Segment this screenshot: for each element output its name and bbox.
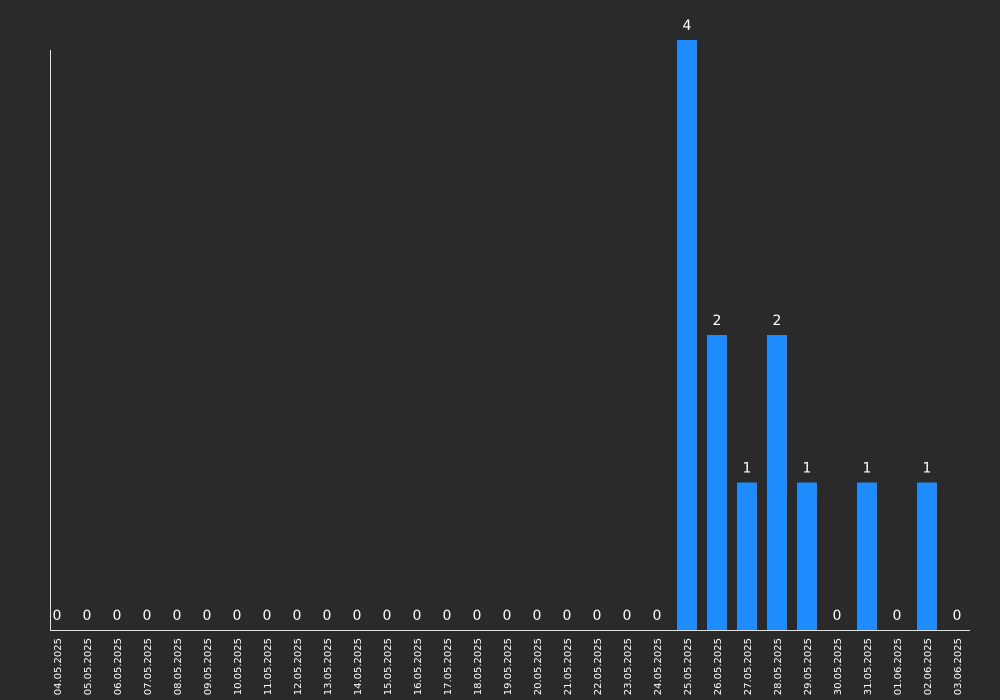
bar-28.05.2025	[767, 335, 787, 630]
data-label-24.05.2025: 0	[653, 608, 662, 624]
bar-25.05.2025	[677, 40, 697, 630]
bar-27.05.2025	[737, 482, 757, 630]
x-tick-label-14.05.2025: 14.05.2025	[353, 638, 364, 695]
bar-31.05.2025	[857, 482, 877, 630]
x-tick-label-26.05.2025: 26.05.2025	[713, 638, 724, 695]
data-label-27.05.2025: 1	[743, 461, 752, 477]
x-tick-label-28.05.2025: 28.05.2025	[773, 638, 784, 695]
data-label-06.05.2025: 0	[113, 608, 122, 624]
x-tick-label-15.05.2025: 15.05.2025	[383, 638, 394, 695]
data-label-11.05.2025: 0	[263, 608, 272, 624]
x-tick-label-20.05.2025: 20.05.2025	[533, 638, 544, 695]
x-tick-label-29.05.2025: 29.05.2025	[803, 638, 814, 695]
data-label-31.05.2025: 1	[863, 461, 872, 477]
data-label-15.05.2025: 0	[383, 608, 392, 624]
x-tick-label-09.05.2025: 09.05.2025	[203, 638, 214, 695]
data-label-21.05.2025: 0	[563, 608, 572, 624]
data-label-16.05.2025: 0	[413, 608, 422, 624]
data-label-01.06.2025: 0	[893, 608, 902, 624]
x-tick-label-24.05.2025: 24.05.2025	[653, 638, 664, 695]
x-tick-label-25.05.2025: 25.05.2025	[683, 638, 694, 695]
data-label-18.05.2025: 0	[473, 608, 482, 624]
x-tick-label-01.06.2025: 01.06.2025	[893, 638, 904, 695]
data-label-23.05.2025: 0	[623, 608, 632, 624]
x-tick-label-03.06.2025: 03.06.2025	[953, 638, 964, 695]
data-label-26.05.2025: 2	[713, 313, 722, 329]
data-label-25.05.2025: 4	[683, 18, 692, 34]
x-tick-label-13.05.2025: 13.05.2025	[323, 638, 334, 695]
x-tick-label-18.05.2025: 18.05.2025	[473, 638, 484, 695]
x-tick-label-21.05.2025: 21.05.2025	[563, 638, 574, 695]
data-label-10.05.2025: 0	[233, 608, 242, 624]
data-label-02.06.2025: 1	[923, 461, 932, 477]
x-tick-label-07.05.2025: 07.05.2025	[143, 638, 154, 695]
data-label-03.06.2025: 0	[953, 608, 962, 624]
data-label-30.05.2025: 0	[833, 608, 842, 624]
bar-29.05.2025	[797, 482, 817, 630]
data-label-07.05.2025: 0	[143, 608, 152, 624]
x-tick-labels-group: 04.05.2025 05.05.2025 06.05.2025 07.05.2025…	[53, 638, 964, 695]
data-label-17.05.2025: 0	[443, 608, 452, 624]
x-tick-label-08.05.2025: 08.05.2025	[173, 638, 184, 695]
data-label-14.05.2025: 0	[353, 608, 362, 624]
data-label-05.05.2025: 0	[83, 608, 92, 624]
data-label-04.05.2025: 0	[53, 608, 62, 624]
x-tick-label-31.05.2025: 31.05.2025	[863, 638, 874, 695]
data-label-22.05.2025: 0	[593, 608, 602, 624]
data-label-28.05.2025: 2	[773, 313, 782, 329]
bars-group	[677, 40, 937, 630]
data-label-19.05.2025: 0	[503, 608, 512, 624]
data-label-20.05.2025: 0	[533, 608, 542, 624]
data-label-13.05.2025: 0	[323, 608, 332, 624]
x-tick-label-11.05.2025: 11.05.2025	[263, 638, 274, 695]
x-tick-label-16.05.2025: 16.05.2025	[413, 638, 424, 695]
x-tick-label-12.05.2025: 12.05.2025	[293, 638, 304, 695]
x-tick-label-27.05.2025: 27.05.2025	[743, 638, 754, 695]
data-label-08.05.2025: 0	[173, 608, 182, 624]
value-labels-group: 0 0 0 0 0 0 0 0 0 0 0 0 0 0 0 0 0 0 0 0 0 4 2 1 2 1 0 1 0 1 0	[53, 18, 962, 624]
x-tick-label-04.05.2025: 04.05.2025	[53, 638, 64, 695]
data-label-09.05.2025: 0	[203, 608, 212, 624]
x-tick-label-06.05.2025: 06.05.2025	[113, 638, 124, 695]
x-tick-label-23.05.2025: 23.05.2025	[623, 638, 634, 695]
x-tick-label-19.05.2025: 19.05.2025	[503, 638, 514, 695]
x-tick-label-17.05.2025: 17.05.2025	[443, 638, 454, 695]
data-label-12.05.2025: 0	[293, 608, 302, 624]
bar-26.05.2025	[707, 335, 727, 630]
x-tick-label-10.05.2025: 10.05.2025	[233, 638, 244, 695]
x-tick-label-30.05.2025: 30.05.2025	[833, 638, 844, 695]
data-label-29.05.2025: 1	[803, 461, 812, 477]
x-tick-label-02.06.2025: 02.06.2025	[923, 638, 934, 695]
bar-02.06.2025	[917, 482, 937, 630]
x-tick-label-22.05.2025: 22.05.2025	[593, 638, 604, 695]
x-tick-label-05.05.2025: 05.05.2025	[83, 638, 94, 695]
